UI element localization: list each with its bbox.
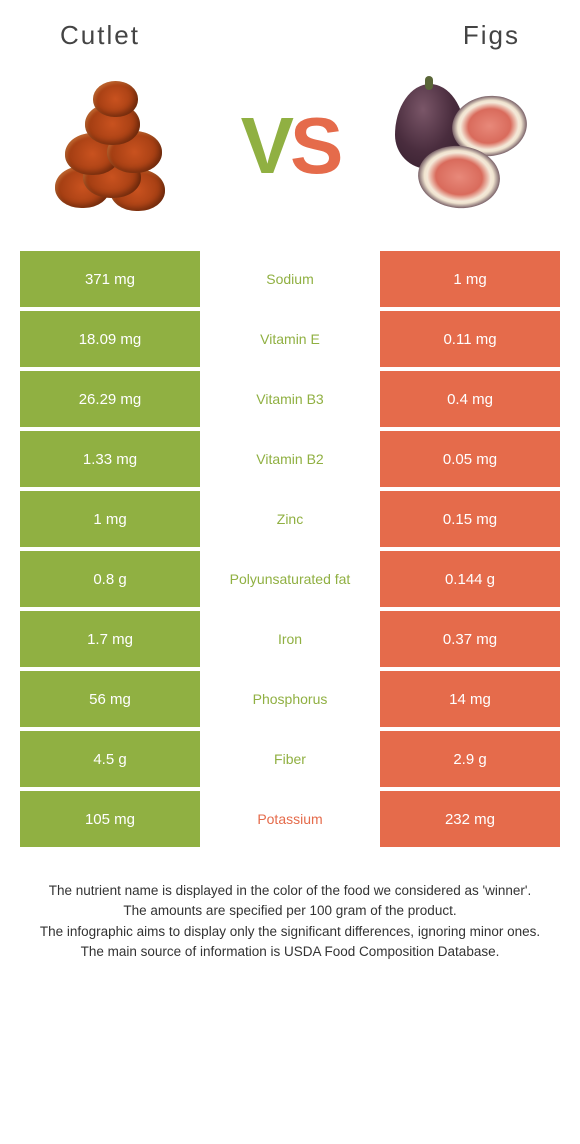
left-value: 1.7 mg: [20, 611, 200, 667]
nutrient-label: Polyunsaturated fat: [200, 551, 380, 607]
left-value: 18.09 mg: [20, 311, 200, 367]
vs-v: V: [241, 101, 290, 190]
vs-label: VS: [241, 100, 340, 192]
cutlet-image: [40, 71, 190, 221]
header: Cutlet Figs: [0, 0, 580, 61]
table-row: 105 mgPotassium232 mg: [20, 791, 560, 847]
nutrient-label: Zinc: [200, 491, 380, 547]
table-row: 26.29 mgVitamin B30.4 mg: [20, 371, 560, 427]
left-value: 4.5 g: [20, 731, 200, 787]
right-value: 0.15 mg: [380, 491, 560, 547]
figs-image: [390, 71, 540, 221]
right-value: 232 mg: [380, 791, 560, 847]
right-value: 1 mg: [380, 251, 560, 307]
table-row: 4.5 gFiber2.9 g: [20, 731, 560, 787]
left-value: 1 mg: [20, 491, 200, 547]
footer-line: The main source of information is USDA F…: [30, 942, 550, 962]
left-value: 1.33 mg: [20, 431, 200, 487]
table-row: 1 mgZinc0.15 mg: [20, 491, 560, 547]
right-value: 2.9 g: [380, 731, 560, 787]
nutrient-label: Potassium: [200, 791, 380, 847]
hero-row: VS: [0, 61, 580, 251]
right-value: 14 mg: [380, 671, 560, 727]
left-value: 0.8 g: [20, 551, 200, 607]
right-value: 0.144 g: [380, 551, 560, 607]
table-row: 0.8 gPolyunsaturated fat0.144 g: [20, 551, 560, 607]
nutrient-label: Phosphorus: [200, 671, 380, 727]
table-row: 18.09 mgVitamin E0.11 mg: [20, 311, 560, 367]
footer-notes: The nutrient name is displayed in the co…: [0, 851, 580, 962]
title-left: Cutlet: [60, 20, 140, 51]
title-right: Figs: [463, 20, 520, 51]
left-value: 105 mg: [20, 791, 200, 847]
footer-line: The infographic aims to display only the…: [30, 922, 550, 942]
table-row: 371 mgSodium1 mg: [20, 251, 560, 307]
nutrient-label: Fiber: [200, 731, 380, 787]
nutrient-label: Iron: [200, 611, 380, 667]
left-value: 56 mg: [20, 671, 200, 727]
left-value: 26.29 mg: [20, 371, 200, 427]
footer-line: The nutrient name is displayed in the co…: [30, 881, 550, 901]
table-row: 1.33 mgVitamin B20.05 mg: [20, 431, 560, 487]
footer-line: The amounts are specified per 100 gram o…: [30, 901, 550, 921]
table-row: 56 mgPhosphorus14 mg: [20, 671, 560, 727]
table-row: 1.7 mgIron0.37 mg: [20, 611, 560, 667]
nutrient-label: Sodium: [200, 251, 380, 307]
left-value: 371 mg: [20, 251, 200, 307]
right-value: 0.11 mg: [380, 311, 560, 367]
right-value: 0.05 mg: [380, 431, 560, 487]
nutrient-label: Vitamin B3: [200, 371, 380, 427]
vs-s: S: [290, 101, 339, 190]
nutrient-label: Vitamin B2: [200, 431, 380, 487]
nutrient-label: Vitamin E: [200, 311, 380, 367]
right-value: 0.4 mg: [380, 371, 560, 427]
right-value: 0.37 mg: [380, 611, 560, 667]
comparison-table: 371 mgSodium1 mg18.09 mgVitamin E0.11 mg…: [0, 251, 580, 847]
